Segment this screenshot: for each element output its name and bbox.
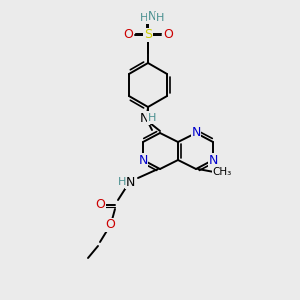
Text: H: H	[140, 13, 148, 23]
Text: O: O	[105, 218, 115, 232]
Text: CH₃: CH₃	[212, 167, 232, 177]
Text: N: N	[138, 154, 148, 166]
Text: N: N	[140, 112, 150, 124]
Text: H: H	[156, 13, 164, 23]
Text: N: N	[148, 11, 156, 23]
Text: H: H	[148, 113, 156, 123]
Text: N: N	[125, 176, 135, 188]
Text: O: O	[123, 28, 133, 41]
Text: O: O	[95, 199, 105, 212]
Text: H: H	[149, 113, 157, 123]
Text: H: H	[118, 177, 126, 187]
Text: O: O	[163, 28, 173, 41]
Text: N: N	[208, 154, 218, 166]
Text: S: S	[144, 28, 152, 41]
Text: N: N	[191, 127, 201, 140]
Text: N: N	[139, 112, 149, 124]
